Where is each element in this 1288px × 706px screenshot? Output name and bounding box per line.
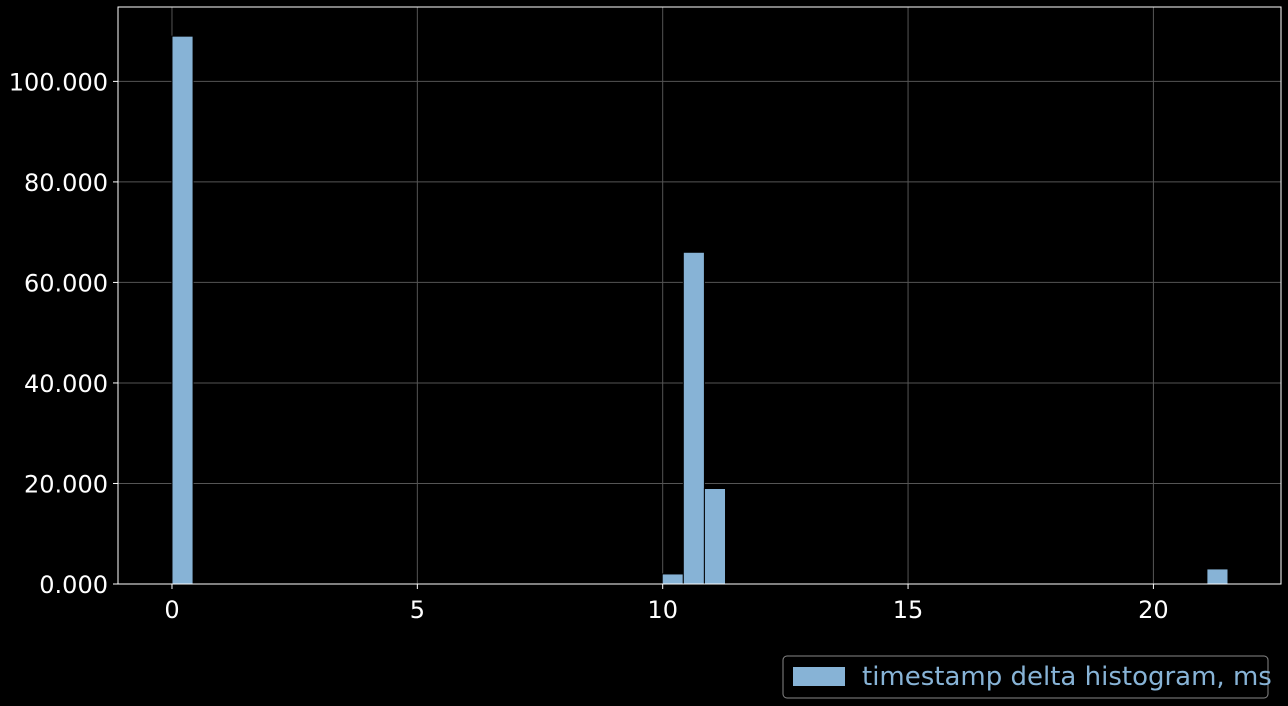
y-tick-label: 40.000 [24,370,108,398]
x-tick-label: 20 [1138,596,1169,624]
x-tick-label: 10 [647,596,678,624]
histogram-bar [1206,568,1229,585]
y-tick-label: 0.000 [39,571,108,599]
axes [117,6,1282,585]
x-tick-label: 0 [164,596,179,624]
histogram-bar [661,573,684,585]
histogram-bar [703,488,727,585]
x-axis-ticks: 0 5 10 15 20 [164,584,1169,624]
legend-box [782,655,1269,699]
legend-swatch [793,667,845,686]
y-tick-label: 60.000 [24,269,108,297]
y-tick-label: 20.000 [24,470,108,498]
y-axis-ticks: 0.000 20.000 40.000 60.000 80.000 100.000 [9,68,118,599]
x-tick-label: 15 [893,596,924,624]
histogram-bar [682,251,705,585]
legend: timestamp delta histogram, ms [782,655,1272,699]
histogram-bar [171,35,194,585]
histogram-bars [171,35,1229,585]
plot-frame [117,6,1282,585]
x-tick-label: 5 [410,596,425,624]
y-tick-label: 80.000 [24,169,108,197]
y-tick-label: 100.000 [9,68,108,96]
legend-label: timestamp delta histogram, ms [862,662,1272,692]
